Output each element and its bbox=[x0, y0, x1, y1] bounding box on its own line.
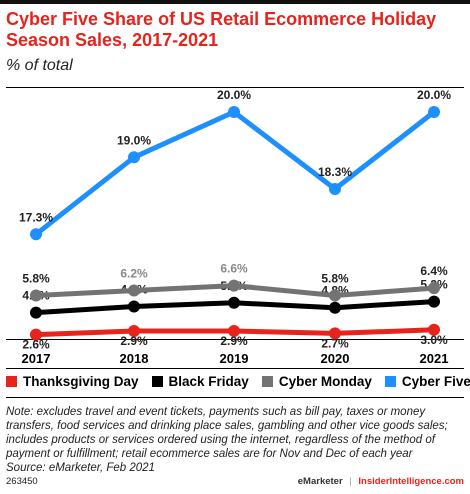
data-label: 5.8% bbox=[321, 271, 349, 285]
legend-divider bbox=[6, 368, 464, 369]
top-bar bbox=[0, 0, 470, 4]
source-text: Source: eMarketer, Feb 2021 bbox=[6, 462, 155, 474]
data-point bbox=[128, 324, 140, 337]
data-label: 2.9% bbox=[120, 334, 148, 348]
data-point bbox=[329, 289, 341, 302]
note-divider bbox=[6, 397, 464, 398]
data-label: 17.3% bbox=[19, 210, 53, 224]
chart-title: Cyber Five Share of US Retail Ecommerce … bbox=[6, 9, 437, 50]
data-point bbox=[30, 306, 42, 319]
x-tick-label: 2021 bbox=[420, 351, 449, 366]
data-point bbox=[329, 183, 341, 195]
data-point bbox=[329, 301, 341, 314]
data-point bbox=[428, 282, 440, 295]
data-point bbox=[228, 324, 240, 337]
data-point bbox=[228, 105, 240, 118]
legend-item: Cyber Monday bbox=[261, 374, 372, 389]
note-text: Note: excludes travel and event tickets,… bbox=[6, 406, 448, 460]
legend-label: Thanksgiving Day bbox=[23, 374, 139, 389]
legend-item: Black Friday bbox=[151, 374, 249, 389]
data-point bbox=[30, 328, 42, 341]
insider-intelligence-link[interactable]: InsiderIntelligence.com bbox=[358, 476, 464, 487]
legend-item: Thanksgiving Day bbox=[6, 374, 139, 389]
data-label: 2.7% bbox=[321, 336, 349, 350]
chart-subtitle: % of total bbox=[6, 57, 73, 74]
data-point bbox=[30, 228, 42, 241]
line-chart: 2.6%2.9%2.9%2.7%3.0%4.4%4.9%5.2%4.8%5.3%… bbox=[6, 88, 464, 366]
chart-id: 263450 bbox=[6, 476, 38, 487]
x-tick-label: 2019 bbox=[220, 351, 249, 366]
data-point bbox=[30, 289, 42, 302]
data-point bbox=[128, 151, 140, 164]
chart-legend: Thanksgiving Day Black Friday Cyber Monday… bbox=[6, 374, 470, 389]
data-point bbox=[428, 295, 440, 308]
footer-brand: eMarketer | InsiderIntelligence.com bbox=[298, 476, 464, 487]
chart-note: Note: excludes travel and event tickets,… bbox=[6, 405, 468, 475]
data-label: 5.8% bbox=[22, 271, 50, 285]
series-line-cyber-five bbox=[33, 109, 437, 237]
data-point bbox=[428, 323, 440, 336]
data-label: 6.6% bbox=[220, 262, 248, 276]
data-label: 2.6% bbox=[22, 338, 50, 352]
legend-label: Black Friday bbox=[168, 374, 249, 389]
legend-label: Cyber Five bbox=[401, 374, 470, 389]
legend-swatch bbox=[151, 376, 163, 387]
data-label: 3.0% bbox=[420, 333, 448, 347]
emarketer-logo-text: eMarketer bbox=[297, 476, 343, 487]
data-point bbox=[228, 296, 240, 309]
x-tick-label: 2017 bbox=[22, 351, 51, 366]
brand-separator: | bbox=[349, 476, 352, 487]
legend-swatch bbox=[6, 376, 17, 387]
x-tick-label: 2018 bbox=[120, 351, 149, 366]
data-label: 20.0% bbox=[417, 88, 451, 102]
data-label: 6.2% bbox=[120, 267, 148, 281]
data-label: 2.9% bbox=[220, 334, 248, 348]
data-point bbox=[228, 279, 240, 292]
data-label: 19.0% bbox=[117, 133, 151, 147]
data-point bbox=[428, 105, 440, 118]
data-point bbox=[329, 327, 341, 340]
data-point bbox=[128, 300, 140, 313]
top-divider bbox=[6, 87, 464, 88]
legend-swatch bbox=[261, 376, 273, 387]
data-point bbox=[128, 284, 140, 297]
data-label: 20.0% bbox=[217, 88, 251, 102]
legend-item: Cyber Five bbox=[384, 374, 470, 389]
x-tick-label: 2020 bbox=[321, 351, 350, 366]
legend-swatch bbox=[384, 376, 396, 387]
data-label: 18.3% bbox=[318, 165, 352, 179]
legend-label: Cyber Monday bbox=[278, 374, 372, 389]
data-label: 6.4% bbox=[420, 264, 448, 278]
